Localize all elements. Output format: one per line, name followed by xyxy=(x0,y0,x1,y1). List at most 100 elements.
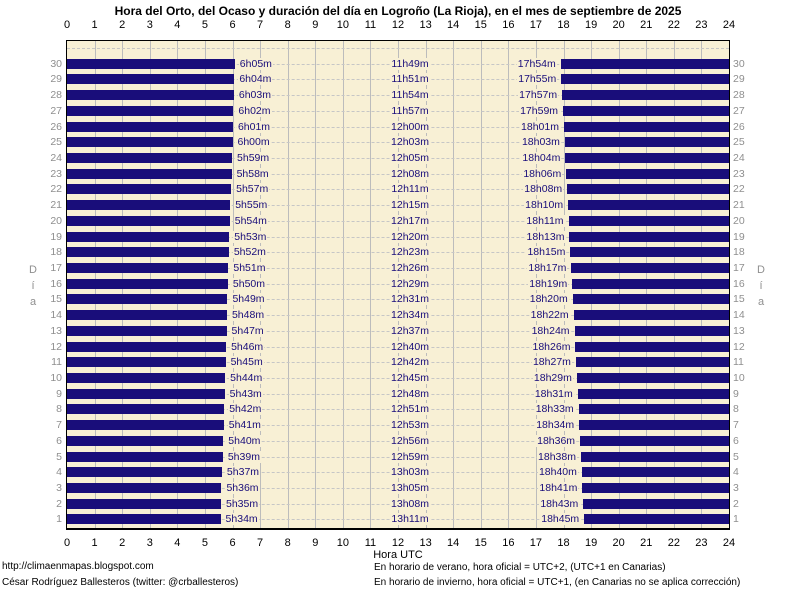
sunrise-time-label: 5h45m xyxy=(229,356,264,369)
day-number-right: 16 xyxy=(733,277,745,290)
footer-note-summer: En horario de verano, hora oficial = UTC… xyxy=(374,562,666,573)
sunset-time-label: 18h22m xyxy=(529,309,570,322)
sunrise-time-label: 5h47m xyxy=(230,324,265,337)
sunrise-time-label: 6h02m xyxy=(237,104,272,117)
sunset-time-label: 18h31m xyxy=(533,387,574,400)
sunrise-time-label: 5h46m xyxy=(230,340,265,353)
sunset-time-label: 18h33m xyxy=(534,403,575,416)
bottom-axis-tick: 18 xyxy=(557,537,570,549)
day-number-left: 23 xyxy=(50,167,62,180)
night-bar-right xyxy=(573,310,729,321)
night-bar-right xyxy=(575,357,729,368)
y-axis-label-char: D xyxy=(29,264,37,276)
day-number-left: 3 xyxy=(56,481,62,494)
night-bar-left xyxy=(67,247,229,258)
day-number-left: 10 xyxy=(50,371,62,384)
day-length-label: 12h23m xyxy=(390,246,430,259)
day-number-left: 8 xyxy=(56,403,62,416)
night-bar-left xyxy=(67,215,230,226)
day-number-right: 20 xyxy=(733,214,745,227)
sunrise-time-label: 5h43m xyxy=(228,387,263,400)
top-axis-tick: 16 xyxy=(502,19,515,31)
bottom-axis-tick: 6 xyxy=(229,537,236,549)
day-number-left: 9 xyxy=(56,387,62,400)
footer-note-winter: En horario de invierno, hora oficial = U… xyxy=(374,577,741,588)
day-number-left: 2 xyxy=(56,497,62,510)
night-bar-left xyxy=(67,278,228,289)
day-length-label: 13h05m xyxy=(390,481,430,494)
day-number-left: 16 xyxy=(50,277,62,290)
chart-title: Hora del Orto, del Ocaso y duración del … xyxy=(114,4,682,18)
sunset-time-label: 18h24m xyxy=(530,324,571,337)
day-length-label: 12h15m xyxy=(390,199,430,212)
sunset-time-label: 18h34m xyxy=(535,419,576,432)
sunset-time-label: 18h06m xyxy=(522,167,563,180)
night-bar-left xyxy=(67,357,226,368)
night-bar-right xyxy=(567,184,729,195)
day-number-left: 30 xyxy=(50,57,62,70)
bottom-axis-tick: 16 xyxy=(502,537,515,549)
sunset-time-label: 18h26m xyxy=(531,340,572,353)
day-length-label: 12h42m xyxy=(390,356,430,369)
footer-author: César Rodríguez Ballesteros (twitter: @c… xyxy=(2,577,239,588)
day-number-right: 7 xyxy=(733,419,739,432)
night-bar-right xyxy=(574,325,729,336)
sunset-time-label: 18h36m xyxy=(536,434,577,447)
day-length-label: 12h45m xyxy=(390,371,430,384)
night-bar-right xyxy=(578,404,729,415)
day-number-right: 3 xyxy=(733,481,739,494)
day-number-right: 15 xyxy=(733,293,745,306)
day-number-left: 5 xyxy=(56,450,62,463)
day-number-left: 22 xyxy=(50,183,62,196)
night-bar-right xyxy=(575,341,729,352)
bottom-axis-tick: 0 xyxy=(63,537,71,549)
day-length-label: 12h56m xyxy=(390,434,430,447)
day-number-left: 27 xyxy=(50,104,62,117)
top-axis-tick: 15 xyxy=(474,19,487,31)
sunrise-time-label: 6h01m xyxy=(236,120,272,133)
night-bar-left xyxy=(67,388,225,399)
night-bar-left xyxy=(67,435,224,446)
day-number-left: 17 xyxy=(50,262,62,274)
night-bar-left xyxy=(67,90,234,101)
night-bar-right xyxy=(582,482,729,493)
sunset-time-label: 18h40m xyxy=(537,466,578,479)
day-number-left: 11 xyxy=(51,356,62,369)
footer-url: http://climaenmapas.blogspot.com xyxy=(2,561,154,572)
day-number-left: 25 xyxy=(50,136,62,149)
night-bar-left xyxy=(67,514,221,525)
day-number-left: 6 xyxy=(56,434,62,447)
top-axis-tick: 12 xyxy=(391,19,405,31)
day-number-right: 18 xyxy=(733,246,745,259)
night-bar-right xyxy=(563,105,729,116)
y-axis-label-char: D xyxy=(757,264,765,276)
night-bar-left xyxy=(67,482,222,493)
day-number-right: 4 xyxy=(733,466,739,479)
sunset-time-label: 18h17m xyxy=(527,262,568,274)
day-number-left: 15 xyxy=(50,293,62,306)
night-bar-right xyxy=(562,90,729,101)
bottom-axis-tick: 17 xyxy=(529,537,543,549)
bottom-axis-tick: 9 xyxy=(312,537,319,549)
day-number-right: 1 xyxy=(733,513,739,526)
day-number-left: 14 xyxy=(50,309,62,322)
day-length-label: 12h08m xyxy=(390,167,430,180)
top-axis-tick: 0 xyxy=(63,19,71,31)
sunset-time-label: 18h11m xyxy=(525,214,565,227)
bottom-axis-tick: 12 xyxy=(391,537,405,549)
bottom-axis-tick: 19 xyxy=(584,537,598,549)
sunset-time-label: 18h38m xyxy=(537,450,577,463)
sunrise-time-label: 6h05m xyxy=(238,57,273,70)
night-bar-right xyxy=(566,168,729,179)
day-number-right: 21 xyxy=(733,199,745,212)
top-axis-tick: 24 xyxy=(722,19,736,31)
bottom-axis-tick: 5 xyxy=(201,537,208,549)
night-bar-right xyxy=(565,153,729,164)
bottom-axis-tick: 7 xyxy=(257,537,264,549)
night-bar-left xyxy=(67,137,233,148)
day-number-right: 22 xyxy=(733,183,745,196)
day-length-label: 12h31m xyxy=(390,293,430,306)
night-bar-left xyxy=(67,451,223,462)
day-length-label: 12h26m xyxy=(390,262,430,274)
sunset-time-label: 18h19m xyxy=(528,277,569,290)
